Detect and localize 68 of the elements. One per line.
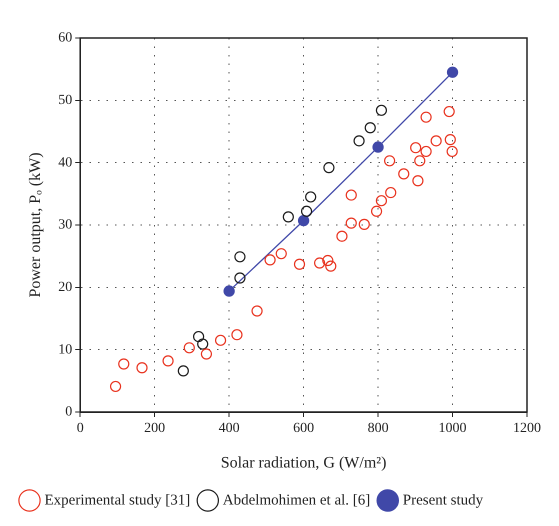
point xyxy=(234,272,246,284)
point xyxy=(444,134,456,146)
point xyxy=(412,175,424,186)
point xyxy=(336,230,348,242)
point xyxy=(384,155,396,166)
point xyxy=(346,189,357,201)
point xyxy=(410,142,422,154)
y-tick-label: 60 xyxy=(58,30,72,46)
y-tick-label: 0 xyxy=(65,404,72,420)
point xyxy=(231,329,243,340)
point xyxy=(162,355,174,366)
legend-label: Present study xyxy=(402,492,484,508)
point xyxy=(430,135,442,146)
point xyxy=(200,348,212,360)
point xyxy=(223,285,235,297)
legend-label: Abdelmohimen et al. [6] xyxy=(222,492,370,508)
point xyxy=(234,251,246,262)
point xyxy=(376,195,388,206)
point xyxy=(414,155,426,166)
point xyxy=(364,122,376,134)
x-tick-label: 0 xyxy=(76,421,84,436)
x-axis-title: Solar radiation, G (W/m²) xyxy=(220,454,386,472)
point xyxy=(358,218,370,230)
point xyxy=(420,112,432,123)
point xyxy=(398,168,410,180)
point xyxy=(353,135,365,146)
point xyxy=(110,380,122,392)
point xyxy=(118,358,130,370)
x-tick-label: 1000 xyxy=(438,421,467,436)
point xyxy=(385,186,396,198)
point xyxy=(305,191,316,203)
legend-label: Experimental study [31] xyxy=(44,492,190,508)
y-tick-label: 20 xyxy=(58,280,72,296)
point xyxy=(376,104,388,116)
point xyxy=(298,214,310,226)
x-tick-label: 200 xyxy=(144,421,166,436)
y-tick-label: 10 xyxy=(58,342,72,358)
point xyxy=(251,305,263,317)
point xyxy=(370,206,382,217)
point xyxy=(214,334,226,346)
x-tick-label: 800 xyxy=(368,421,389,436)
point xyxy=(197,338,208,350)
point xyxy=(300,206,312,217)
point xyxy=(282,211,294,222)
point xyxy=(444,106,455,118)
point xyxy=(322,254,334,266)
point xyxy=(136,362,148,374)
point xyxy=(294,258,306,270)
y-tick-label: 40 xyxy=(58,155,72,170)
x-tick-label: 600 xyxy=(293,421,314,436)
point xyxy=(184,342,195,354)
x-tick-label: 1200 xyxy=(513,421,541,436)
point xyxy=(346,218,357,229)
y-tick-label: 50 xyxy=(58,93,72,108)
point xyxy=(276,248,287,260)
point xyxy=(314,257,326,269)
y-tick-label: 30 xyxy=(58,218,72,233)
point xyxy=(193,330,204,342)
y-axis-title: Power output, Pₒ (kW) xyxy=(26,152,44,298)
point xyxy=(325,260,336,272)
point xyxy=(446,146,458,158)
x-tick-label: 400 xyxy=(218,421,240,436)
point xyxy=(178,365,189,376)
point xyxy=(420,146,432,158)
point xyxy=(446,66,458,78)
point xyxy=(264,254,276,266)
point xyxy=(372,141,384,153)
point xyxy=(323,162,335,174)
